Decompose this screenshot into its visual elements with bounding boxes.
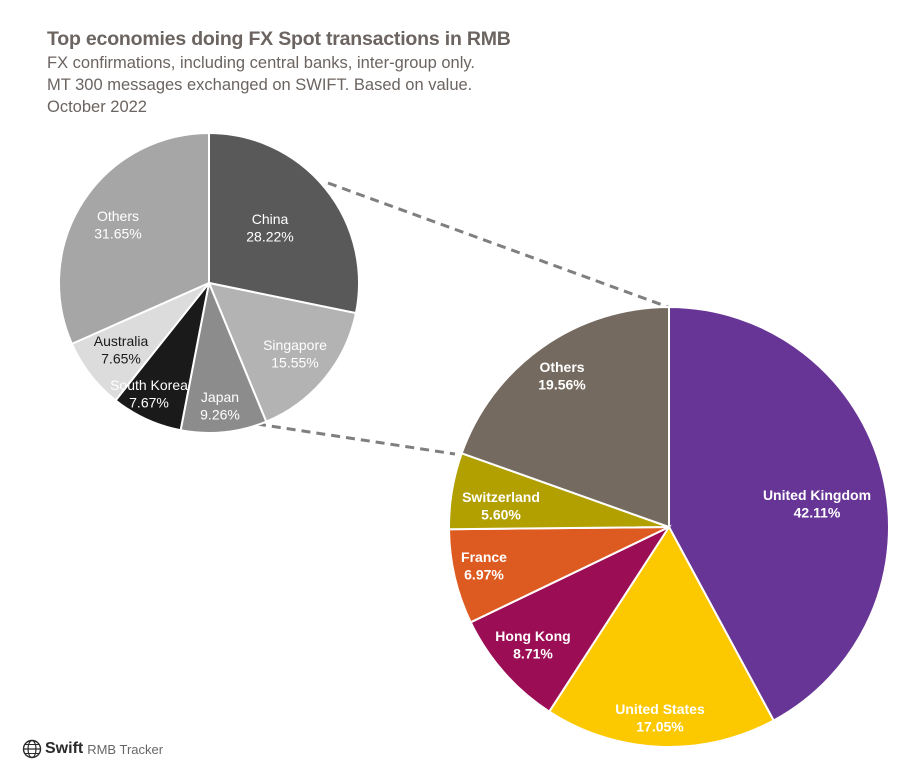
left-pie-label-china: China 28.22% xyxy=(246,211,293,245)
left-pie-slice-others xyxy=(58,131,210,346)
left-pie: China 28.22% Singapore 15.55% Japan 9.26% Sout… xyxy=(58,131,360,434)
right-pie-label-france: France 6.97% xyxy=(461,549,507,583)
left-pie-label-value: 31.65% xyxy=(94,225,141,241)
left-pie-slice-singapore xyxy=(207,281,358,423)
left-pie-label-name: Singapore xyxy=(263,337,327,353)
left-pie-label-name: China xyxy=(252,211,289,227)
right-pie-label-name: Others xyxy=(539,359,584,375)
left-pie-label-name: South Korea xyxy=(110,377,188,393)
left-pie-label-name: Japan xyxy=(201,389,239,405)
tracker-label: RMB Tracker xyxy=(87,741,164,757)
right-pie-label-name: France xyxy=(461,549,507,565)
right-pie-label-value: 5.60% xyxy=(481,506,521,522)
right-pie: United Kingdom 42.11% United States 17.05% H… xyxy=(448,305,890,748)
left-pie-label-value: 28.22% xyxy=(246,228,293,244)
left-pie-label-value: 7.67% xyxy=(129,394,169,410)
left-pie-label-name: Others xyxy=(97,208,139,224)
right-pie-label-united-kingdom: United Kingdom 42.11% xyxy=(763,487,871,521)
footer: Swift RMB Tracker xyxy=(22,736,163,762)
left-pie-label-name: Australia xyxy=(94,333,149,349)
right-pie-label-value: 6.97% xyxy=(464,566,504,582)
right-pie-slice-united-states xyxy=(547,525,776,748)
connector-line-top xyxy=(327,181,669,309)
right-pie-label-value: 8.71% xyxy=(513,645,553,661)
connector-line-bottom xyxy=(256,422,456,456)
chart-period: October 2022 xyxy=(47,98,147,116)
left-pie-label-singapore: Singapore 15.55% xyxy=(263,337,327,371)
right-pie-label-others: Others 19.56% xyxy=(538,359,586,393)
chart-header: Top economies doing FX Spot transactions… xyxy=(47,26,511,118)
right-pie-label-name: United States xyxy=(615,701,705,717)
chart-subtitle-1: FX confirmations, including central bank… xyxy=(47,54,475,72)
right-pie-slice-united-kingdom xyxy=(668,305,890,722)
chart-title: Top economies doing FX Spot transactions… xyxy=(47,28,511,50)
left-pie-label-value: 9.26% xyxy=(200,406,240,422)
left-pie-label-japan: Japan 9.26% xyxy=(200,389,240,423)
right-pie-slice-hong-kong xyxy=(469,524,672,713)
left-pie-label-south-korea: South Korea 7.67% xyxy=(110,377,188,411)
right-pie-label-united-states: United States 17.05% xyxy=(615,701,705,735)
right-pie-label-value: 17.05% xyxy=(636,718,684,734)
right-pie-label-name: Hong Kong xyxy=(495,628,570,644)
left-pie-label-value: 15.55% xyxy=(271,354,318,370)
right-pie-label-hong-kong: Hong Kong 8.71% xyxy=(495,628,570,662)
right-pie-label-value: 42.11% xyxy=(794,504,841,520)
swift-logo-text: Swift xyxy=(45,740,84,757)
right-pie-label-switzerland: Switzerland 5.60% xyxy=(462,489,540,523)
right-pie-label-value: 19.56% xyxy=(538,376,586,392)
right-pie-slice-others xyxy=(460,305,670,529)
right-pie-label-name: United Kingdom xyxy=(763,487,871,503)
left-pie-label-australia: Australia 7.65% xyxy=(94,333,149,367)
left-pie-slice-china xyxy=(208,131,360,315)
globe-icon xyxy=(22,739,42,759)
chart-subtitle-2: MT 300 messages exchanged on SWIFT. Base… xyxy=(47,76,473,94)
right-pie-label-name: Switzerland xyxy=(462,489,540,505)
left-pie-label-others: Others 31.65% xyxy=(94,208,141,242)
left-pie-label-value: 7.65% xyxy=(101,350,141,366)
